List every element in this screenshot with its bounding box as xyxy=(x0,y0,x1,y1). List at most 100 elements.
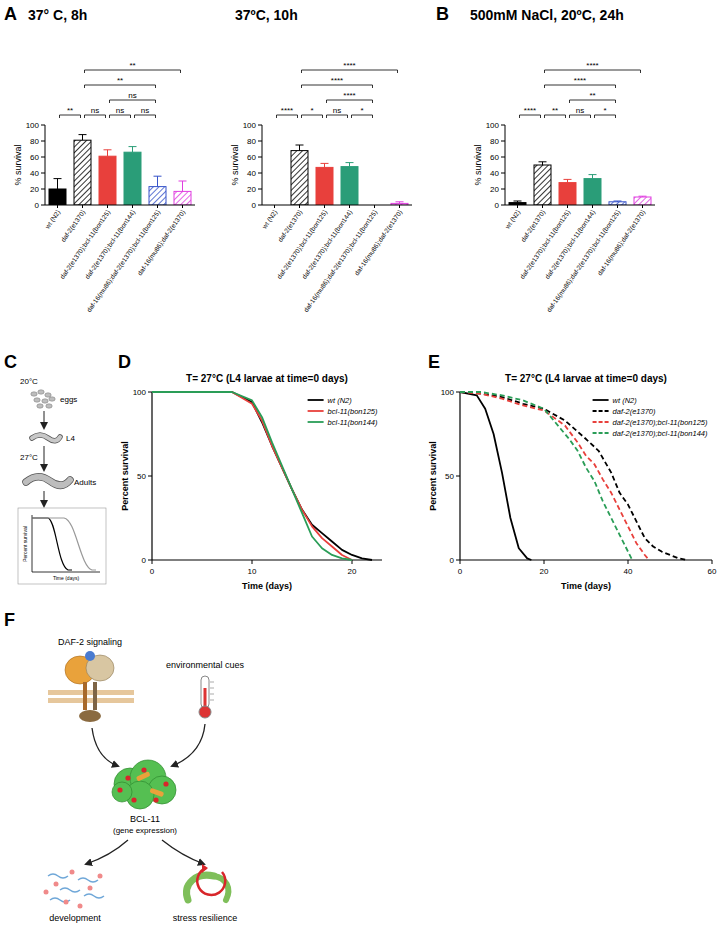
legend-label: daf-2(e1370) xyxy=(613,407,656,416)
bar xyxy=(341,167,358,205)
x-axis xyxy=(505,205,655,206)
legend-label: wt (N2) xyxy=(328,396,353,405)
y-tick-label: 80 xyxy=(247,137,256,146)
significance: ns xyxy=(128,91,136,100)
egg xyxy=(42,399,48,403)
error-bar xyxy=(346,163,354,167)
error-line xyxy=(82,135,83,141)
error-line xyxy=(592,175,593,179)
x-tick-label: 40 xyxy=(624,567,633,576)
title: 500mM NaCl, 20ºC, 24h xyxy=(470,7,624,23)
y-tick xyxy=(456,392,460,393)
significance: ns xyxy=(91,106,99,115)
y-tick-label: 50 xyxy=(137,472,146,481)
bracket xyxy=(110,115,131,118)
legend-swatch xyxy=(308,421,324,423)
x-tick-label: wt (N2) xyxy=(503,209,522,232)
arrow xyxy=(44,411,45,428)
x-tick-label: 0 xyxy=(458,567,463,576)
error-bar xyxy=(639,196,647,198)
transcript xyxy=(78,878,98,882)
stage-label: L4 xyxy=(66,434,75,443)
x-tick-label: daf-2(e1370);bcl-11(bon144) xyxy=(83,209,137,281)
significance: **** xyxy=(331,76,343,85)
node-label: (gene expression) xyxy=(113,826,177,835)
error-line xyxy=(132,147,133,153)
significance: ns xyxy=(333,106,341,115)
y-tick xyxy=(501,141,505,142)
y-axis-title: % survival xyxy=(230,144,240,185)
y-tick xyxy=(41,205,45,206)
zinc-finger xyxy=(136,771,151,781)
arrow xyxy=(86,840,128,864)
error-cap xyxy=(296,145,304,146)
stage-label: Adults xyxy=(74,478,96,487)
y-tick xyxy=(41,173,45,174)
y-tick xyxy=(501,125,505,126)
temperature: 27°C xyxy=(20,453,38,462)
transcript xyxy=(84,894,104,898)
significance: **** xyxy=(574,76,586,85)
bar xyxy=(634,197,651,205)
thermometer xyxy=(201,676,209,708)
x-tick-label: daf-2(e1370) xyxy=(276,209,304,244)
bracket xyxy=(60,115,81,118)
arrow xyxy=(162,840,204,864)
x-tick-label: 10 xyxy=(248,567,257,576)
legend-swatch xyxy=(593,399,609,401)
significance: ns xyxy=(141,106,149,115)
y-tick-label: 100 xyxy=(486,121,500,130)
series-line xyxy=(152,392,352,560)
product xyxy=(54,882,59,887)
x-tick-label: 20 xyxy=(540,567,549,576)
error-cap xyxy=(614,201,622,202)
error-cap xyxy=(154,176,162,177)
series-line xyxy=(152,392,352,560)
y-tick-label: 60 xyxy=(30,153,39,162)
membrane xyxy=(48,698,134,703)
marks xyxy=(509,162,651,205)
legend-label: bcl-11(bon144) xyxy=(328,418,378,427)
x-tick xyxy=(617,205,618,208)
y-tick-label: 0 xyxy=(450,556,455,565)
transcript xyxy=(60,888,80,892)
modification xyxy=(163,781,168,786)
y-tick xyxy=(501,157,505,158)
error-line xyxy=(299,145,300,151)
protein-domain xyxy=(112,782,132,802)
bar xyxy=(174,191,191,205)
error-bar xyxy=(396,202,404,204)
worm-outline xyxy=(32,435,60,441)
worm-outline xyxy=(26,477,70,486)
bar-panel: B500mM NaCl, 20ºC, 24h020406080100% surv… xyxy=(436,4,655,314)
panel-letter: F xyxy=(4,610,15,630)
bracket xyxy=(545,115,566,118)
error-cap xyxy=(639,196,647,197)
error-bar xyxy=(179,181,187,191)
x-tick xyxy=(299,205,300,208)
x-tick xyxy=(642,205,643,208)
significance: ns xyxy=(576,106,584,115)
error-bar xyxy=(296,145,304,151)
bracket xyxy=(570,115,591,118)
x-axis xyxy=(45,205,195,206)
y-tick xyxy=(41,157,45,158)
y-tick xyxy=(456,560,460,561)
title: 37ºC, 10h xyxy=(235,7,298,23)
icon-axis-title: Percent survival xyxy=(22,526,28,562)
legend: wt (N2)bcl-11(bon125)bcl-11(bon144) xyxy=(308,396,378,427)
y-tick-label: 100 xyxy=(441,388,455,397)
legend-label: daf-2(e1370);bcl-11(bon144) xyxy=(613,429,708,438)
bracket xyxy=(85,70,181,73)
receptor-stalk xyxy=(93,682,97,710)
error-cap xyxy=(104,149,112,150)
product xyxy=(70,870,75,875)
line-panel: DT= 27°C (L4 larvae at time=0 days)01020… xyxy=(118,352,382,591)
x-tick xyxy=(544,560,545,564)
y-tick xyxy=(258,189,262,190)
error-bar xyxy=(104,150,112,156)
significance: **** xyxy=(524,106,536,115)
icon-axes xyxy=(32,515,100,572)
worm xyxy=(26,477,70,486)
modification xyxy=(153,797,158,802)
